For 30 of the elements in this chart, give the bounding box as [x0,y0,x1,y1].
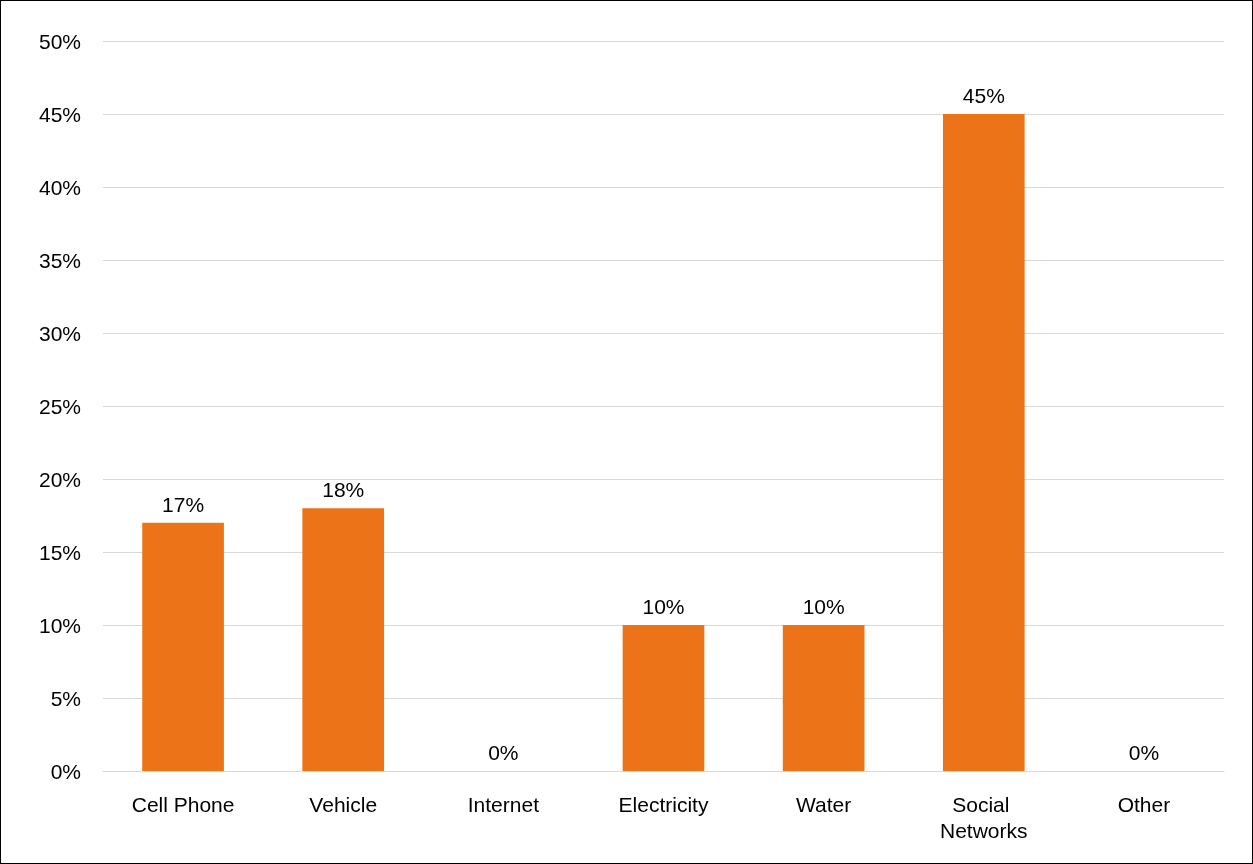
y-tick-label: 10% [38,613,81,637]
data-label: 10% [802,595,845,618]
data-label: 10% [642,595,685,618]
bar [302,508,385,771]
y-tick-label: 30% [38,321,81,345]
x-tick-label: Cell Phone [131,792,235,816]
bar [142,522,224,771]
data-label: 0% [488,741,519,764]
y-tick-label: 20% [38,467,81,491]
data-label: 0% [1128,741,1160,764]
y-tick-label: 35% [38,248,81,272]
x-tick-label: Internet [467,792,540,816]
data-label: 17% [162,492,205,516]
x-tick-label: Electricity [618,792,709,816]
x-tick-label: Water [796,792,852,816]
bar [782,625,865,771]
y-tick-label: 5% [50,686,81,710]
x-tick-label: Vehicle [309,792,378,816]
bar [942,114,1025,771]
x-tick-label: Other [1117,792,1171,816]
x-tick-label: Social Networks [940,792,1028,842]
bar [622,625,705,771]
y-tick-label: 40% [38,175,81,199]
data-label: 18% [322,478,365,502]
y-tick-label: 15% [38,540,81,564]
y-tick-label: 0% [50,759,81,783]
data-label: 45% [962,84,1005,107]
y-tick-label: 25% [38,394,81,418]
y-tick-label: 50% [38,29,81,53]
y-tick-label: 45% [38,102,81,126]
